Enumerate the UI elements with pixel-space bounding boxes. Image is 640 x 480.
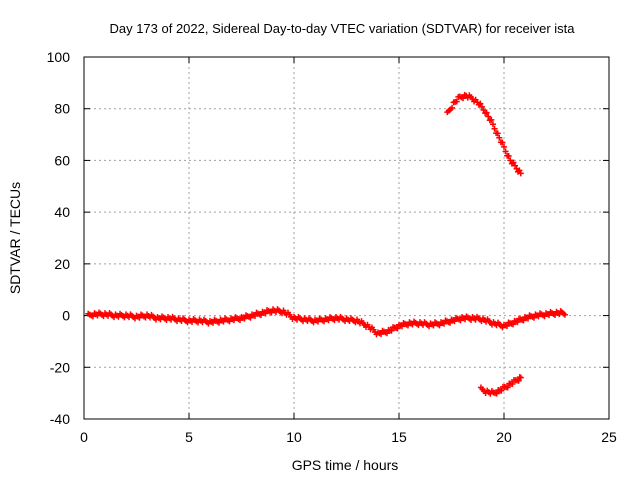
data-point-marker [501, 143, 507, 150]
x-tick-label: 15 [391, 429, 407, 445]
y-tick-label: 0 [62, 308, 70, 324]
satellite-trace-high-arc [444, 91, 524, 177]
data-point-marker [449, 104, 456, 111]
y-tick-label: 100 [47, 49, 71, 65]
data-point-marker [496, 134, 503, 141]
data-point-marker [478, 103, 485, 110]
y-tick-label: 80 [54, 101, 70, 117]
y-tick-label: 20 [54, 256, 70, 272]
y-tick-label: -40 [50, 411, 70, 427]
y-axis-label: SDTVAR / TECUs [7, 182, 23, 294]
satellite-trace-near-zero [85, 306, 568, 338]
x-tick-label: 10 [286, 429, 302, 445]
data-point-marker [561, 311, 568, 318]
y-tick-label: 40 [54, 204, 70, 220]
data-point-marker [488, 116, 495, 123]
data-point-marker [489, 121, 496, 128]
data-point-marker [498, 387, 505, 394]
data-point-marker [502, 148, 509, 155]
x-tick-label: 5 [185, 429, 193, 445]
grid [84, 57, 609, 419]
data-point-marker [494, 130, 501, 137]
data-point-marker [485, 113, 492, 120]
data-point-marker [505, 152, 512, 159]
data-point-marker [514, 319, 521, 326]
data-point-marker [388, 327, 395, 334]
data-series [85, 91, 568, 397]
x-tick-label: 0 [80, 429, 88, 445]
data-point-marker [517, 374, 524, 381]
data-point-marker [499, 139, 506, 146]
data-point-marker [480, 106, 487, 113]
data-point-marker [512, 162, 519, 169]
y-tick-label: -20 [50, 359, 70, 375]
data-point-marker [515, 377, 522, 384]
chart-title: Day 173 of 2022, Sidereal Day-to-day VTE… [109, 21, 575, 36]
data-point-marker [517, 170, 524, 177]
data-point-marker [509, 381, 516, 387]
x-axis-label: GPS time / hours [292, 457, 399, 473]
data-point-marker [510, 321, 516, 328]
data-point-marker [89, 313, 96, 320]
data-point-marker [493, 390, 500, 397]
data-point-marker [504, 384, 511, 391]
data-point-marker [477, 100, 484, 107]
data-point-marker [394, 325, 401, 332]
satellite-trace-low-arc [477, 374, 524, 397]
x-tick-label: 25 [601, 429, 617, 445]
tick-labels: 0 5 10 15 20 25 -40 -20 0 20 40 60 80 100 [47, 49, 617, 445]
data-point-marker [510, 159, 517, 166]
y-tick-label: 60 [54, 152, 70, 168]
data-point-marker [453, 98, 460, 105]
data-point-marker [483, 109, 490, 116]
data-point-marker [504, 323, 510, 330]
data-point-marker [491, 125, 498, 132]
data-point-marker [384, 330, 390, 337]
x-tick-label: 20 [496, 429, 512, 445]
plot-frame [83, 56, 610, 420]
data-point-marker [507, 157, 514, 164]
